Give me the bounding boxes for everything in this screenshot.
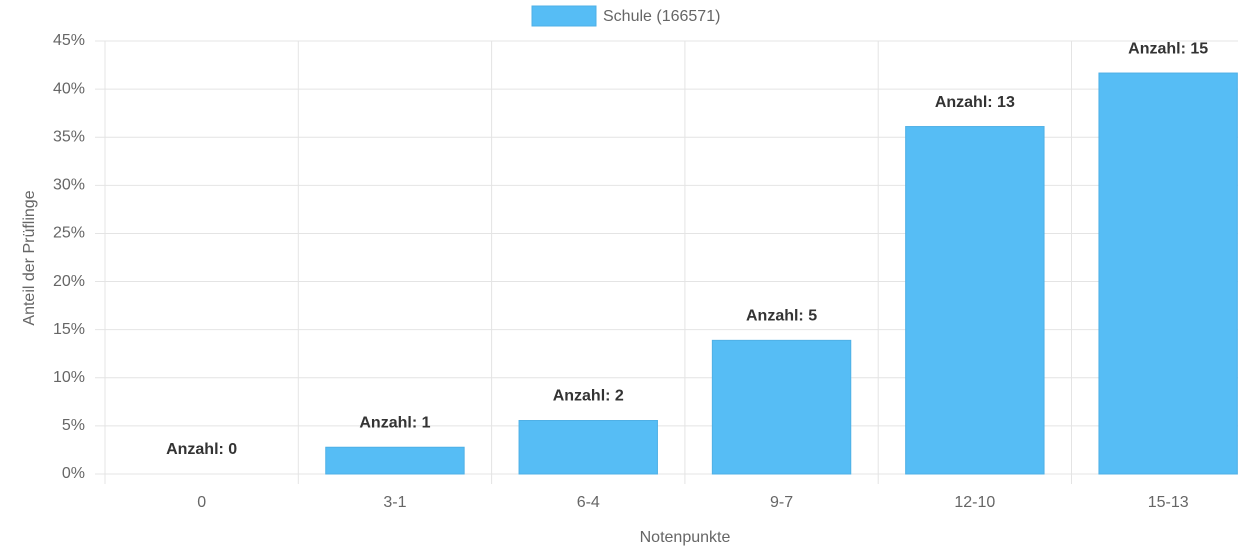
y-tick-label: 35% [53, 128, 85, 145]
y-tick-label: 10% [53, 369, 85, 386]
legend-label: Schule (166571) [603, 8, 720, 25]
legend-swatch [531, 5, 597, 27]
y-axis-title: Anteil der Prüflinge [21, 190, 38, 325]
bar [905, 126, 1045, 475]
bar [518, 420, 658, 475]
x-tick-label: 12-10 [954, 494, 995, 511]
bar [1098, 72, 1238, 475]
y-tick-label: 20% [53, 273, 85, 290]
y-tick-label: 40% [53, 80, 85, 97]
x-tick-label: 6-4 [577, 494, 600, 511]
x-tick-label: 3-1 [383, 494, 406, 511]
bar-label: Anzahl: 0 [166, 441, 237, 458]
y-tick-label: 25% [53, 225, 85, 242]
bar [711, 339, 852, 475]
y-tick-label: 45% [53, 32, 85, 49]
y-tick-label: 5% [62, 417, 85, 434]
bar [325, 446, 465, 475]
bar-label: Anzahl: 1 [359, 414, 430, 431]
x-axis-title: Notenpunkte [640, 529, 731, 546]
y-tick-label: 15% [53, 321, 85, 338]
bar-label: Anzahl: 5 [746, 308, 817, 325]
x-tick-label: 9-7 [770, 494, 793, 511]
x-tick-label: 0 [197, 494, 206, 511]
x-tick-label: 15-13 [1148, 494, 1189, 511]
bar-label: Anzahl: 13 [935, 94, 1015, 111]
y-tick-label: 0% [62, 465, 85, 482]
bar-label: Anzahl: 15 [1128, 40, 1208, 57]
bar-label: Anzahl: 2 [553, 388, 624, 405]
y-tick-label: 30% [53, 177, 85, 194]
